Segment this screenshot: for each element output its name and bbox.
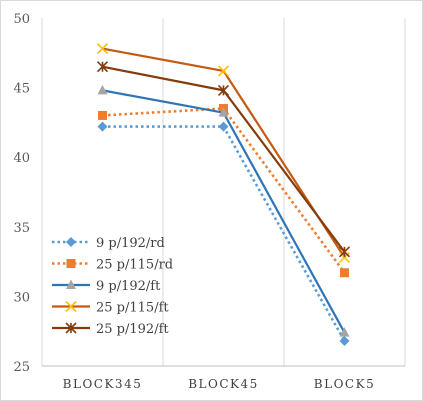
legend-swatch-marker — [65, 300, 77, 313]
y-tick-label: 40 — [13, 151, 30, 166]
y-tick-label: 30 — [13, 290, 30, 305]
legend-label: 25 p/115/ft — [96, 301, 169, 316]
series-1-point — [218, 121, 229, 132]
series-3-point — [218, 107, 229, 117]
x-tick-label: BLOCK345 — [63, 377, 143, 391]
legend-swatch-marker — [66, 279, 76, 289]
series-1-point — [339, 335, 350, 346]
series-2-point — [98, 110, 107, 120]
series-5-point — [217, 84, 230, 96]
y-tick-label: 35 — [13, 221, 30, 236]
series-line-4 — [102, 47, 346, 259]
legend-swatch-marker — [66, 259, 76, 268]
series-1-point — [97, 121, 108, 132]
series-5-point — [338, 246, 351, 258]
series-2-point — [340, 268, 349, 278]
series-4-point — [96, 43, 109, 55]
series-5-point — [96, 61, 109, 73]
series-3-point — [97, 84, 108, 95]
y-tick-label: 50 — [13, 12, 30, 27]
y-tick-label: 25 — [13, 360, 30, 375]
series-4-point — [217, 65, 230, 77]
x-tick-label: BLOCK45 — [188, 377, 259, 391]
legend-swatch-marker — [65, 322, 77, 334]
legend-label: 25 p/115/rd — [96, 258, 173, 273]
legend-label: 9 p/192/rd — [96, 236, 165, 251]
series-3-point — [339, 327, 350, 337]
y-tick-label: 45 — [13, 82, 30, 97]
legend-label: 25 p/192/ft — [96, 322, 169, 337]
legend-label: 9 p/192/ft — [96, 279, 161, 294]
x-tick-label: BLOCK5 — [314, 377, 375, 391]
legend-swatch-marker — [66, 237, 76, 247]
